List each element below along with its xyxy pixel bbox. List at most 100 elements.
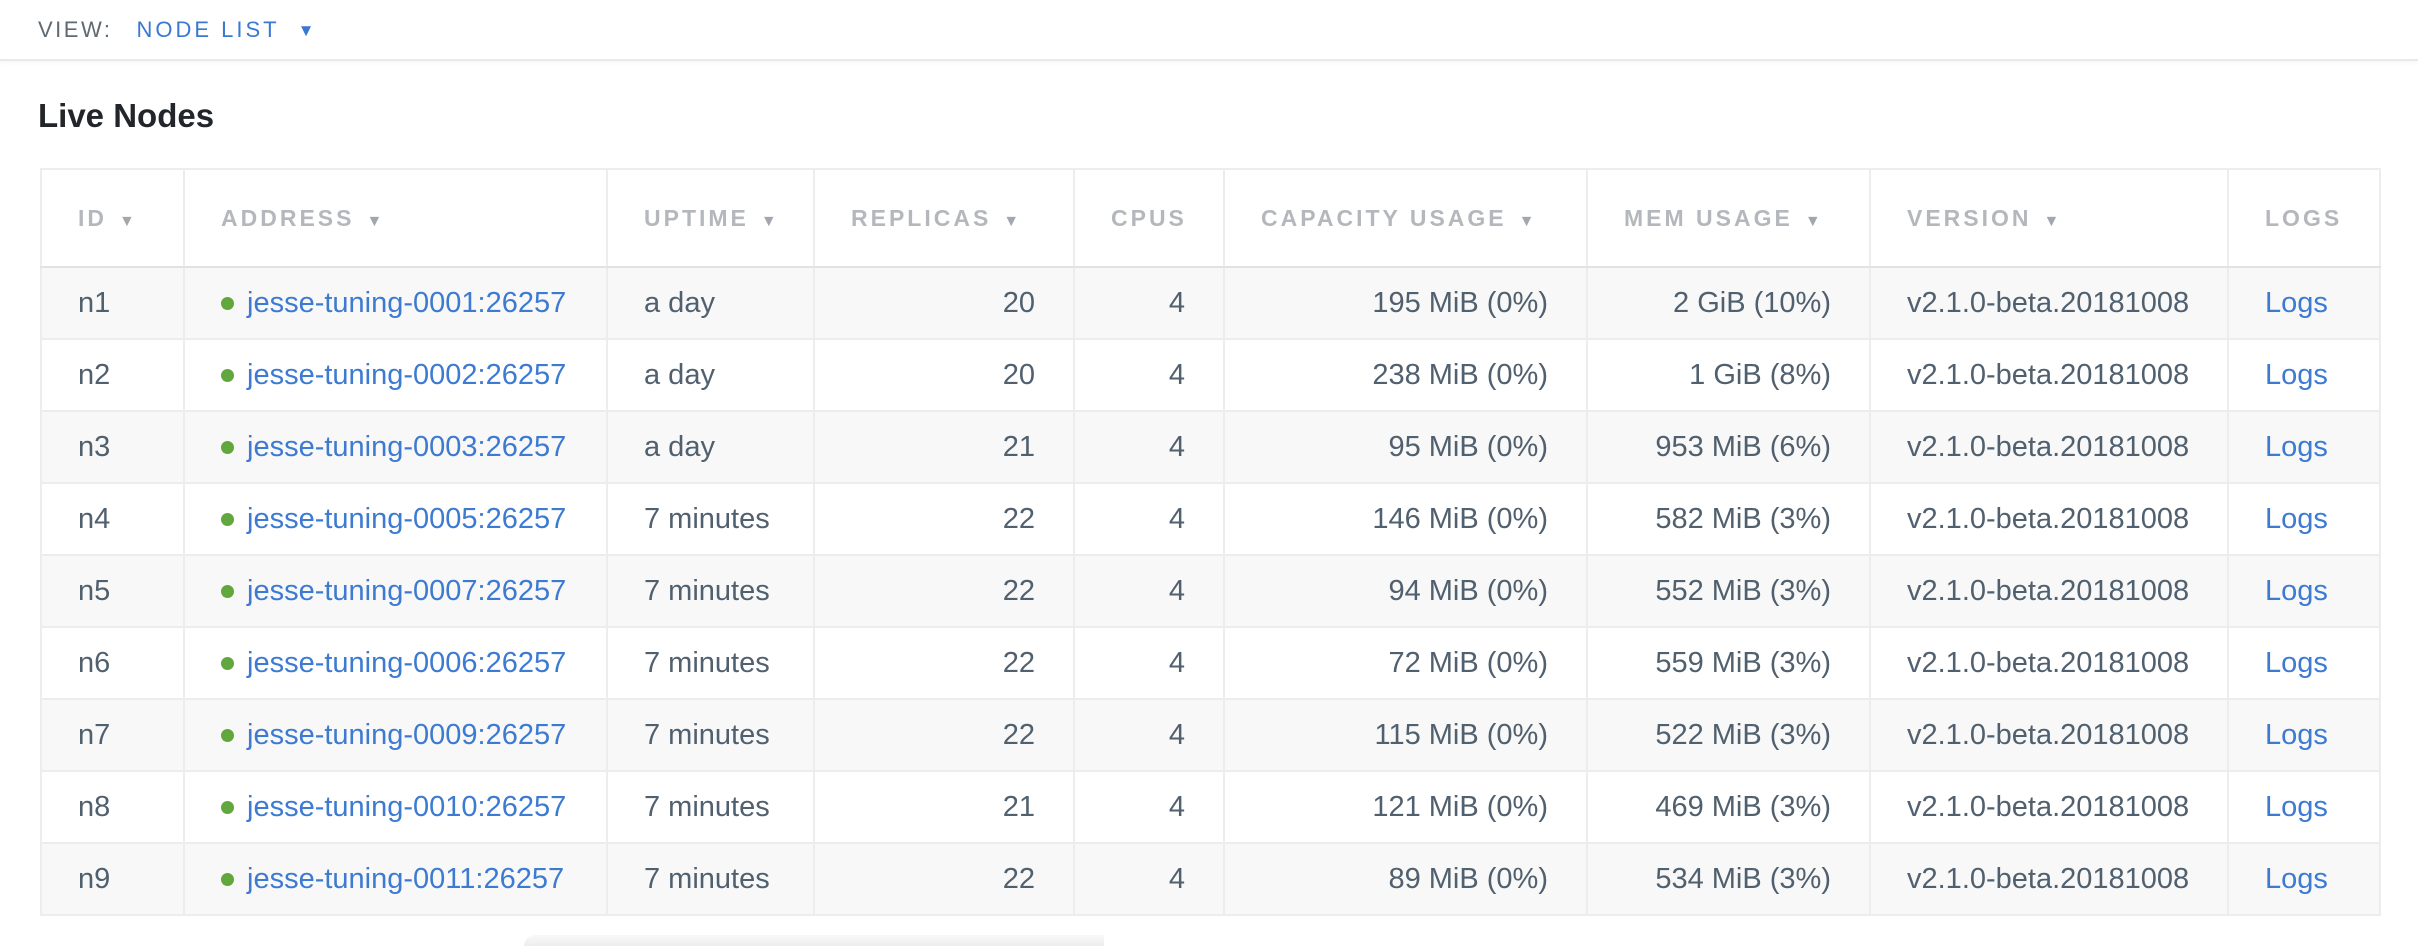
uptime-cell: a day	[606, 338, 815, 412]
replicas-cell: 20	[813, 338, 1075, 412]
logs-link[interactable]: Logs	[2265, 574, 2328, 607]
node-address-link[interactable]: jesse-tuning-0010:26257	[247, 790, 567, 823]
node-row-n8: n8 jesse-tuning-0010:26257 7 minutes 21 4 121…	[40, 770, 2381, 844]
node-address-link[interactable]: jesse-tuning-0005:26257	[247, 502, 567, 535]
live-nodes-table-container: ID ▼ ADDRESS ▼ UPTIME ▼ REPLICAS ▼ CPUS CAPACITY …	[40, 168, 2381, 916]
id-cell: n3	[40, 410, 185, 484]
column-label-version: VERSION	[1907, 204, 2032, 231]
address-cell-content: jesse-tuning-0006:26257	[221, 646, 605, 680]
version-cell: v2.1.0-beta.20181008	[1869, 482, 2229, 556]
node-address-link[interactable]: jesse-tuning-0006:26257	[247, 646, 567, 679]
column-header-id[interactable]: ID ▼	[40, 168, 185, 268]
logs-cell: Logs	[2227, 698, 2381, 772]
column-label-address: ADDRESS	[221, 204, 355, 231]
cpus-cell: 4	[1073, 626, 1225, 700]
replicas-cell: 21	[813, 410, 1075, 484]
sort-arrow-icon[interactable]: ▼	[760, 212, 777, 230]
capacity-cell: 121 MiB (0%)	[1223, 770, 1588, 844]
view-dropdown[interactable]: NODE LIST ▼	[136, 17, 314, 43]
address-cell-content: jesse-tuning-0010:26257	[221, 790, 605, 824]
healthy-status-icon	[221, 584, 234, 598]
node-row-n2: n2 jesse-tuning-0002:26257 a day 20 4 238 MiB…	[40, 338, 2381, 412]
sort-arrow-icon[interactable]: ▼	[1003, 212, 1020, 230]
column-header-cpus: CPUS	[1073, 168, 1225, 268]
healthy-status-icon	[221, 728, 234, 742]
version-cell: v2.1.0-beta.20181008	[1869, 410, 2229, 484]
address-cell: jesse-tuning-0011:26257	[183, 842, 608, 916]
id-cell: n1	[40, 266, 185, 340]
address-cell: jesse-tuning-0002:26257	[183, 338, 608, 412]
node-row-n3: n3 jesse-tuning-0003:26257 a day 21 4 95 MiB …	[40, 410, 2381, 484]
column-header-address[interactable]: ADDRESS ▼	[183, 168, 608, 268]
uptime-cell: 7 minutes	[606, 482, 815, 556]
logs-link[interactable]: Logs	[2265, 790, 2328, 823]
capacity-cell: 95 MiB (0%)	[1223, 410, 1588, 484]
view-label: VIEW:	[38, 16, 113, 42]
table-header-row: ID ▼ ADDRESS ▼ UPTIME ▼ REPLICAS ▼ CPUS CAPACITY …	[40, 168, 2381, 268]
node-row-n9: n9 jesse-tuning-0011:26257 7 minutes 22 4 89 …	[40, 842, 2381, 916]
logs-link[interactable]: Logs	[2265, 718, 2328, 751]
view-dropdown-value[interactable]: NODE LIST	[136, 16, 280, 42]
sort-arrow-icon[interactable]: ▼	[366, 212, 383, 230]
sort-arrow-icon[interactable]: ▼	[1518, 212, 1535, 230]
id-cell: n9	[40, 842, 185, 916]
bottom-edge-artifact	[524, 935, 1104, 946]
capacity-cell: 94 MiB (0%)	[1223, 554, 1588, 628]
node-address-link[interactable]: jesse-tuning-0009:26257	[247, 718, 567, 751]
id-cell: n8	[40, 770, 185, 844]
logs-link[interactable]: Logs	[2265, 862, 2328, 895]
cpus-cell: 4	[1073, 842, 1225, 916]
uptime-cell: 7 minutes	[606, 626, 815, 700]
address-cell: jesse-tuning-0009:26257	[183, 698, 608, 772]
node-address-link[interactable]: jesse-tuning-0007:26257	[247, 574, 567, 607]
cpus-cell: 4	[1073, 698, 1225, 772]
id-cell: n5	[40, 554, 185, 628]
logs-link[interactable]: Logs	[2265, 358, 2328, 391]
address-cell: jesse-tuning-0010:26257	[183, 770, 608, 844]
sort-arrow-icon[interactable]: ▼	[119, 212, 135, 230]
logs-link[interactable]: Logs	[2265, 502, 2328, 535]
replicas-cell: 22	[813, 842, 1075, 916]
version-cell: v2.1.0-beta.20181008	[1869, 266, 2229, 340]
healthy-status-icon	[221, 800, 234, 814]
logs-cell: Logs	[2227, 554, 2381, 628]
logs-cell: Logs	[2227, 482, 2381, 556]
sort-arrow-icon[interactable]: ▼	[1804, 212, 1821, 230]
table-body: n1 jesse-tuning-0001:26257 a day 20 4 195 MiB…	[40, 266, 2381, 916]
id-cell: n6	[40, 626, 185, 700]
column-header-version[interactable]: VERSION ▼	[1869, 168, 2229, 268]
column-header-uptime[interactable]: UPTIME ▼	[606, 168, 815, 268]
id-cell: n2	[40, 338, 185, 412]
logs-cell: Logs	[2227, 338, 2381, 412]
node-address-link[interactable]: jesse-tuning-0002:26257	[247, 358, 567, 391]
logs-link[interactable]: Logs	[2265, 430, 2328, 463]
healthy-status-icon	[221, 368, 234, 382]
node-row-n7: n7 jesse-tuning-0009:26257 7 minutes 22 4 115…	[40, 698, 2381, 772]
cpus-cell: 4	[1073, 554, 1225, 628]
healthy-status-icon	[221, 512, 234, 526]
logs-cell: Logs	[2227, 842, 2381, 916]
mem-cell: 559 MiB (3%)	[1586, 626, 1871, 700]
sort-arrow-icon[interactable]: ▼	[2043, 212, 2060, 230]
capacity-cell: 195 MiB (0%)	[1223, 266, 1588, 340]
mem-cell: 2 GiB (10%)	[1586, 266, 1871, 340]
mem-cell: 534 MiB (3%)	[1586, 842, 1871, 916]
logs-cell: Logs	[2227, 770, 2381, 844]
chevron-down-icon[interactable]: ▼	[297, 20, 315, 40]
node-address-link[interactable]: jesse-tuning-0011:26257	[247, 862, 565, 895]
address-cell-content: jesse-tuning-0011:26257	[221, 862, 605, 896]
node-address-link[interactable]: jesse-tuning-0001:26257	[247, 286, 567, 319]
capacity-cell: 89 MiB (0%)	[1223, 842, 1588, 916]
column-label-uptime: UPTIME	[644, 204, 749, 231]
address-cell-content: jesse-tuning-0001:26257	[221, 286, 605, 320]
cpus-cell: 4	[1073, 482, 1225, 556]
column-header-replicas[interactable]: REPLICAS ▼	[813, 168, 1075, 268]
address-cell: jesse-tuning-0003:26257	[183, 410, 608, 484]
logs-link[interactable]: Logs	[2265, 646, 2328, 679]
column-header-mem[interactable]: MEM USAGE ▼	[1586, 168, 1871, 268]
uptime-cell: 7 minutes	[606, 554, 815, 628]
node-address-link[interactable]: jesse-tuning-0003:26257	[247, 430, 567, 463]
column-header-capacity[interactable]: CAPACITY USAGE ▼	[1223, 168, 1588, 268]
logs-link[interactable]: Logs	[2265, 286, 2328, 319]
uptime-cell: 7 minutes	[606, 770, 815, 844]
